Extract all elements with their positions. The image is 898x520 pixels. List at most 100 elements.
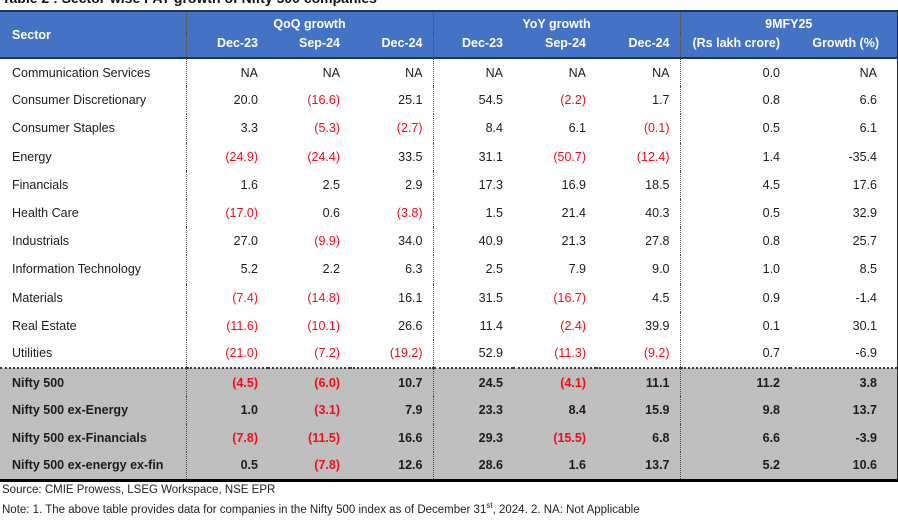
value-cell: -3.9 [790,424,898,453]
value-cell: 2.5 [432,255,513,284]
value-cell: (24.9) [185,142,268,171]
value-cell: 18.5 [596,170,681,199]
value-cell: 13.7 [596,452,681,481]
value-cell: 0.8 [679,227,791,256]
value-cell: 16.9 [513,170,596,199]
value-cell: (4.1) [513,367,596,397]
sector-pat-growth-table: Sector QoQ growth YoY growth 9MFY25 Dec-… [0,10,898,482]
value-cell: (2.2) [513,86,596,115]
value-cell: 0.5 [185,452,268,481]
sector-name-cell: Financials [0,170,186,199]
data-note: Note: 1. The above table provides data f… [2,501,640,516]
value-cell: 33.5 [350,142,433,171]
value-cell: 1.7 [596,86,681,115]
value-cell: 4.5 [679,170,791,199]
value-cell: (9.2) [596,339,681,369]
sector-row: Consumer Discretionary 20.0 (16.6) 25.1 54.5… [0,86,898,115]
value-cell: 6.8 [596,424,681,453]
value-cell: 20.0 [185,86,268,115]
sector-name-cell: Industrials [0,227,186,256]
value-cell: 40.9 [432,227,513,256]
sector-name-cell: Communication Services [0,56,186,87]
value-cell: 39.9 [596,311,681,340]
aggregate-row: Nifty 500 ex-Financials (7.8) (11.5) 16.6 29… [0,424,898,453]
column-header-growth-pct: Growth (%) [790,33,898,58]
value-cell: 32.9 [790,198,898,228]
value-cell: 27.8 [596,227,681,256]
value-cell: 16.1 [350,283,433,312]
value-cell: 16.6 [350,424,433,453]
value-cell: 8.4 [513,396,596,425]
table-footnotes: Source: CMIE Prowess, LSEG Workspace, NS… [2,483,640,518]
value-cell: 1.0 [679,255,791,284]
aggregate-row: Nifty 500 ex-Energy 1.0 (3.1) 7.9 23.3 8.4 15.… [0,396,898,425]
value-cell: 17.3 [432,170,513,199]
value-cell: 3.8 [790,367,898,397]
sector-name-cell: Nifty 500 ex-energy ex-fin [0,452,186,481]
value-cell: NA [596,56,681,87]
value-cell: (16.6) [268,86,350,115]
value-cell: (6.0) [268,367,350,397]
sector-name-cell: Consumer Discretionary [0,86,186,115]
value-cell: 12.6 [350,452,433,481]
value-cell: 0.9 [679,283,791,312]
value-cell: 0.0 [679,56,791,87]
value-cell: 28.6 [432,452,513,481]
value-cell: (7.2) [268,339,350,369]
sector-name-cell: Health Care [0,198,186,228]
header-group-row: Sector QoQ growth YoY growth 9MFY25 [0,11,898,58]
column-header-yoy-sep24: Sep-24 [513,33,596,58]
value-cell: 52.9 [432,339,513,369]
sector-row: Financials 1.6 2.5 2.9 17.3 16.9 18.5 4.5 17.6 [0,170,898,199]
value-cell: (7.4) [185,283,268,312]
aggregate-row: Nifty 500 ex-energy ex-fin 0.5 (7.8) 12.6 28… [0,452,898,481]
value-cell: 6.6 [790,86,898,115]
value-cell: 17.6 [790,170,898,199]
value-cell: 0.7 [679,339,791,369]
sector-name-cell: Consumer Staples [0,114,186,143]
value-cell: 0.5 [679,114,791,143]
sector-name-cell: Information Technology [0,255,186,284]
value-cell: (5.3) [268,114,350,143]
value-cell: (19.2) [350,339,433,369]
value-cell: 5.2 [679,452,791,481]
sector-name-cell: Nifty 500 [0,367,186,397]
value-cell: 9.0 [596,255,681,284]
sector-row: Materials (7.4) (14.8) 16.1 31.5 (16.7) 4.5 0.9… [0,283,898,312]
value-cell: (11.3) [513,339,596,369]
value-cell: 21.4 [513,198,596,228]
value-cell: 0.6 [268,198,350,228]
value-cell: 9.8 [679,396,791,425]
value-cell: NA [185,56,268,87]
sector-row: Health Care (17.0) 0.6 (3.8) 1.5 21.4 40.3 0.5 3… [0,198,898,228]
value-cell: 1.6 [513,452,596,481]
column-header-sector: Sector [0,11,186,58]
sector-row: Utilities (21.0) (7.2) (19.2) 52.9 (11.3) (9.2… [0,339,898,369]
value-cell: 2.5 [268,170,350,199]
value-cell: NA [790,56,898,87]
value-cell: 1.4 [679,142,791,171]
value-cell: 34.0 [350,227,433,256]
value-cell: (14.8) [268,283,350,312]
table-title: Table 2 : Sector-wise PAT growth of Nift… [2,0,377,5]
value-cell: 1.5 [432,198,513,228]
value-cell: 15.9 [596,396,681,425]
sector-name-cell: Utilities [0,339,186,369]
value-cell: 0.8 [679,86,791,115]
value-cell: 29.3 [432,424,513,453]
column-header-rs-lakh-crore: (Rs lakh crore) [679,33,791,58]
table-body: Communication Services NA NA NA NA NA NA 0.0 NA C… [0,56,898,481]
value-cell: 40.3 [596,198,681,228]
value-cell: NA [268,56,350,87]
value-cell: NA [432,56,513,87]
value-cell: 23.3 [432,396,513,425]
value-cell: 25.7 [790,227,898,256]
value-cell: -6.9 [790,339,898,369]
value-cell: 1.0 [185,396,268,425]
value-cell: 21.3 [513,227,596,256]
value-cell: 4.5 [596,283,681,312]
value-cell: NA [350,56,433,87]
column-group-9mfy25: 9MFY25 [679,11,898,33]
column-header-yoy-dec23: Dec-23 [432,33,513,58]
